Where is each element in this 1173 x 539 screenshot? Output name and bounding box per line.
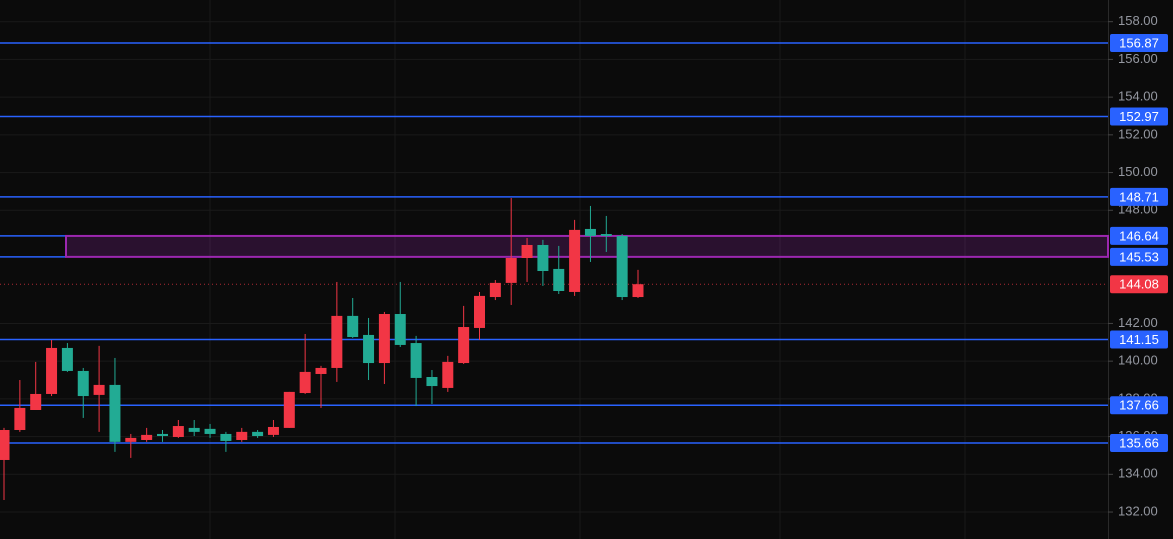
- candle-body: [347, 315, 359, 338]
- zone-tag: 145.53: [1119, 249, 1159, 264]
- candle-body: [267, 426, 279, 435]
- price-tag: 137.66: [1119, 398, 1159, 413]
- candle-body: [109, 384, 121, 442]
- y-tick-label: 158.00: [1118, 13, 1158, 28]
- candle-body: [584, 228, 596, 236]
- candle-body: [30, 393, 42, 411]
- price-tag-bg: [1110, 33, 1168, 52]
- price-tag: 141.15: [1119, 332, 1159, 347]
- y-tick-label: 132.00: [1118, 503, 1158, 518]
- y-tick-label: 154.00: [1118, 89, 1158, 104]
- zone-tag-bg: [1110, 226, 1168, 245]
- candle-body: [125, 437, 137, 442]
- candle-body: [426, 376, 438, 387]
- candle-body: [0, 429, 10, 460]
- candle-body: [172, 426, 184, 437]
- price-tag: 135.66: [1119, 435, 1159, 450]
- candle-body: [93, 384, 105, 395]
- candle-body: [616, 235, 628, 298]
- y-tick-label: 140.00: [1118, 353, 1158, 368]
- price-tag-bg: [1110, 396, 1168, 415]
- candle-body: [299, 371, 311, 394]
- candle-body: [204, 428, 216, 434]
- candle-body: [14, 407, 26, 430]
- price-tag-bg: [1110, 107, 1168, 126]
- candle-body: [489, 282, 501, 298]
- candle-body: [283, 391, 295, 428]
- candle-body: [537, 244, 549, 272]
- candle-body: [410, 343, 422, 378]
- candle-body: [331, 315, 343, 368]
- candle-body: [220, 433, 232, 441]
- price-tag: 152.97: [1119, 109, 1159, 124]
- zone-tag-bg: [1110, 247, 1168, 266]
- candle-body: [458, 327, 470, 364]
- candle-body: [394, 314, 406, 345]
- price-tag-bg: [1110, 434, 1168, 453]
- candle-body: [600, 234, 612, 236]
- y-tick-label: 142.00: [1118, 315, 1158, 330]
- price-tag-bg: [1110, 330, 1168, 349]
- zone: [65, 234, 1109, 258]
- candle-body: [46, 347, 58, 394]
- candle-body: [141, 434, 153, 440]
- candle-body: [77, 370, 89, 397]
- price-tag: 156.87: [1119, 35, 1159, 50]
- candle-body: [157, 433, 168, 437]
- candle-body: [474, 295, 485, 328]
- y-tick-label: 156.00: [1118, 51, 1158, 66]
- candle-body: [378, 314, 390, 364]
- candle-body: [236, 431, 248, 440]
- candle-body: [442, 361, 454, 388]
- candle-body: [521, 244, 533, 258]
- candle-body: [61, 347, 73, 371]
- price-tag-bg: [1110, 187, 1168, 206]
- price-tag: 148.71: [1119, 189, 1159, 204]
- last-price-tag: 144.08: [1119, 277, 1159, 292]
- candle-body: [363, 334, 375, 364]
- y-tick-label: 134.00: [1118, 466, 1158, 481]
- candle-body: [188, 427, 200, 432]
- y-tick-label: 152.00: [1118, 126, 1158, 141]
- y-tick-label: 150.00: [1118, 164, 1158, 179]
- zone-tag: 146.64: [1119, 228, 1159, 243]
- candle-body: [252, 431, 264, 437]
- candle-body: [632, 284, 644, 298]
- candle-body: [315, 367, 327, 374]
- last-price-tag-bg: [1110, 275, 1168, 294]
- candle-body: [553, 268, 565, 291]
- candle-body: [569, 229, 581, 292]
- candle-body: [505, 257, 517, 283]
